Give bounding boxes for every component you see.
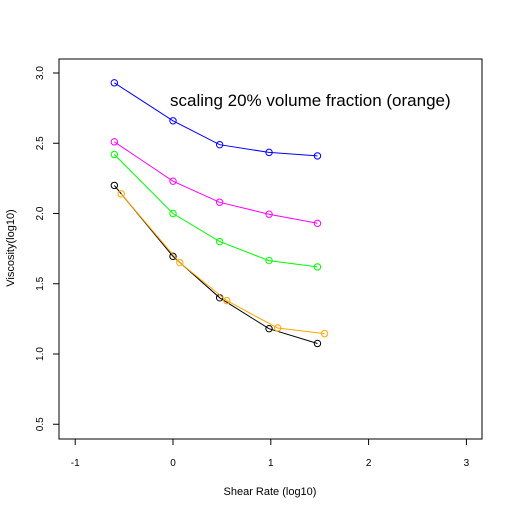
series-1: [110, 138, 322, 228]
series-0: [110, 79, 322, 160]
y-tick-label: 0.5: [35, 417, 46, 431]
data-point: [110, 79, 119, 87]
data-point: [313, 219, 322, 228]
data-point: [313, 152, 322, 160]
data-point: [215, 140, 224, 149]
data-point: [265, 210, 273, 218]
x-axis-title: Shear Rate (log10): [224, 486, 317, 498]
y-tick-label: 1.0: [35, 347, 46, 361]
data-point: [265, 256, 273, 265]
data-point: [313, 263, 322, 271]
data-point: [110, 138, 119, 146]
y-tick-label: 1.5: [35, 276, 46, 290]
y-tick-label: 2.0: [35, 206, 46, 220]
data-point: [215, 237, 224, 246]
data-point: [110, 150, 119, 159]
data-point: [176, 258, 184, 267]
y-tick-label: 3.0: [35, 66, 46, 80]
chart-annotation: scaling 20% volume fraction (orange): [170, 91, 451, 110]
data-point: [169, 252, 177, 261]
series-2: [110, 150, 322, 271]
series-layer: [110, 79, 329, 348]
data-point: [320, 329, 329, 338]
plot-frame: [58, 58, 483, 440]
data-point: [110, 181, 119, 190]
x-tick-label: 0: [170, 458, 176, 469]
data-point: [265, 325, 273, 333]
data-point: [223, 296, 231, 305]
data-point: [169, 117, 177, 125]
y-tick-label: 2.5: [35, 136, 46, 150]
series-line: [113, 185, 318, 344]
series-line: [114, 141, 318, 224]
series-line: [120, 193, 325, 335]
series-3: [110, 181, 322, 348]
series-line: [114, 82, 318, 157]
y-axis: 0.5 1.0 1.5 2.0 2.5 3.0: [35, 66, 59, 431]
data-point: [169, 209, 177, 218]
x-tick-label: 1: [268, 458, 274, 469]
y-axis-title: Viscosity(log10): [5, 209, 17, 286]
data-point: [117, 190, 125, 198]
x-axis: -1 0 1 2 3: [71, 439, 470, 469]
data-point: [273, 324, 282, 332]
series-4: [117, 190, 329, 338]
x-tick-label: -1: [71, 458, 80, 469]
x-tick-label: 2: [366, 458, 372, 469]
x-tick-label: 3: [464, 458, 470, 469]
data-point: [169, 177, 177, 185]
data-point: [215, 198, 224, 206]
data-point: [313, 339, 322, 348]
data-point: [265, 148, 273, 157]
series-line: [113, 154, 318, 268]
